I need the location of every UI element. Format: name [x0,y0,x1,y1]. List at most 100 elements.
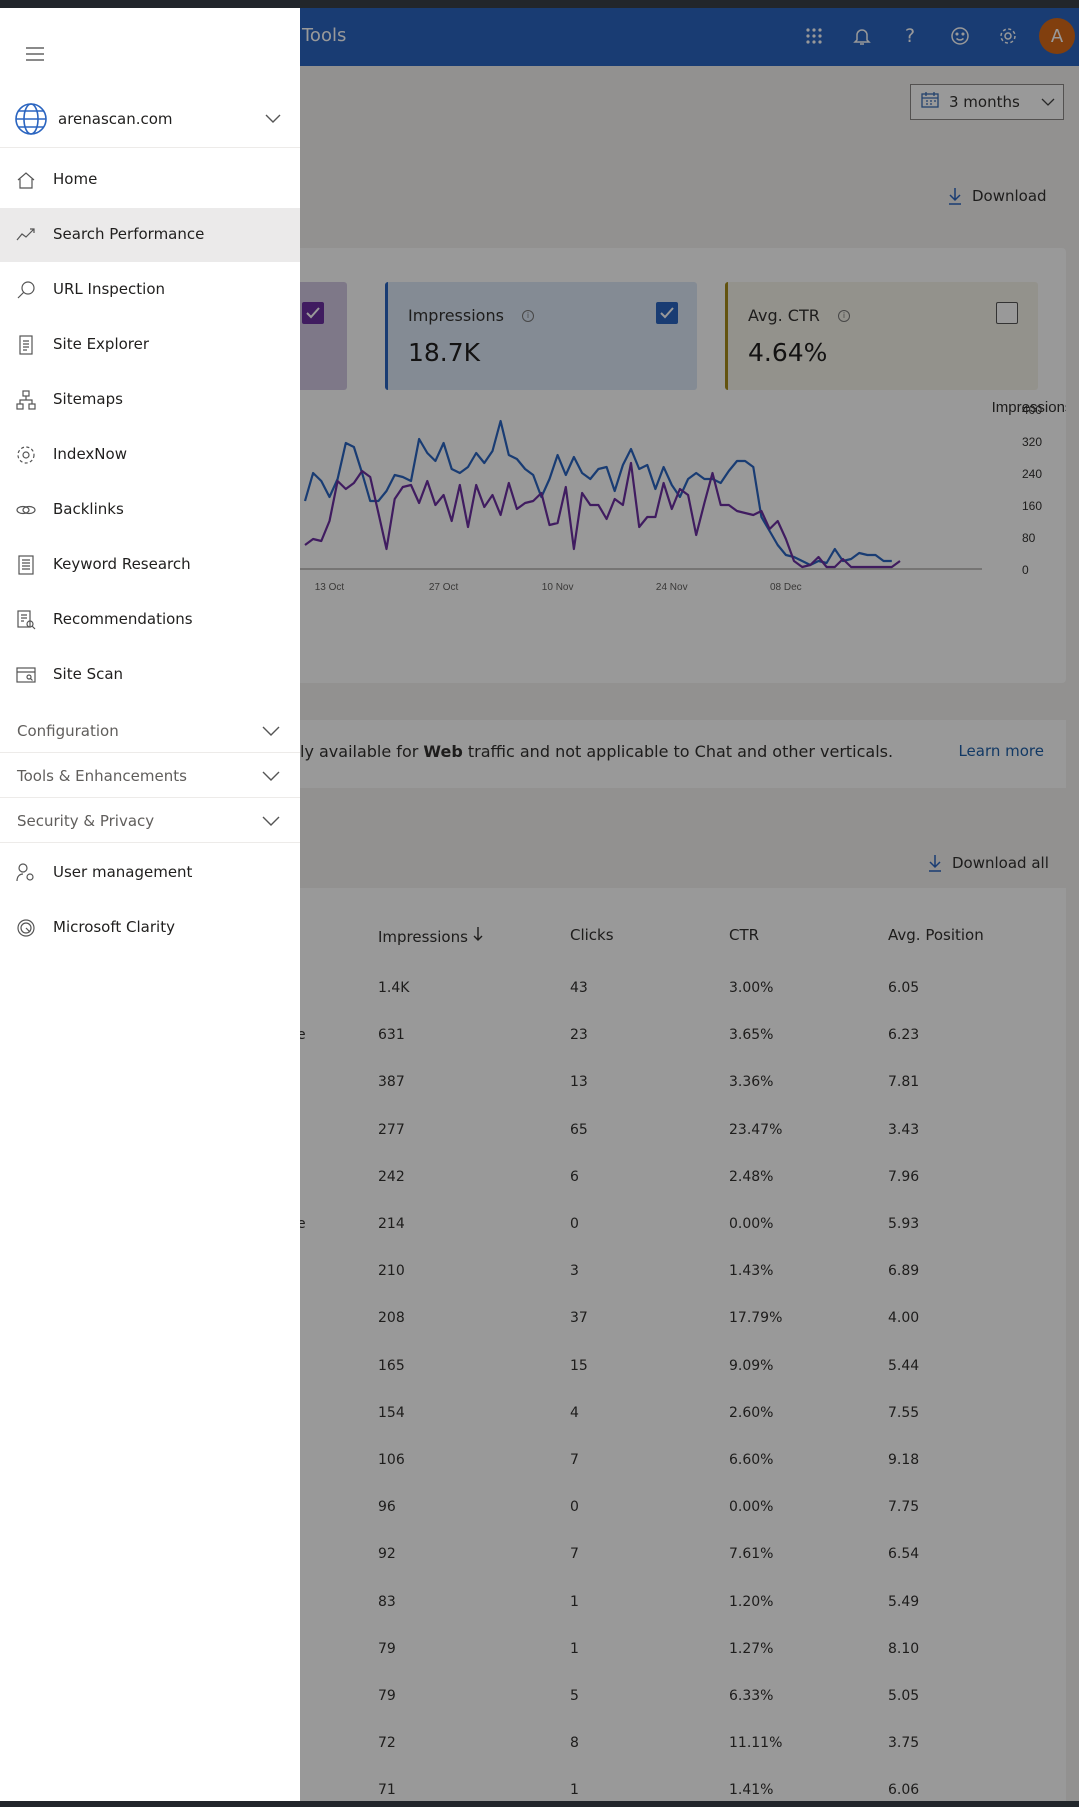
table-cell: 106 [378,1452,405,1468]
table-cell: 8 [570,1735,579,1752]
table-cell: 4.00 [888,1310,920,1327]
table-cell: 214 [378,1216,405,1232]
series-line-1 [304,461,901,569]
table-cell: 154 [378,1404,405,1421]
table-cell: 3.43 [888,1121,920,1138]
table-cell: 79 [378,1640,396,1657]
table-cell: 71 [378,1782,396,1799]
table-cell: 6.54 [888,1546,920,1563]
download-all-button[interactable]: Download all [928,854,1049,872]
table-cell: 7.55 [888,1404,920,1421]
feedback-icon[interactable] [948,24,972,48]
impressions-metric-tile[interactable]: Impressions i 18.7K [385,282,697,390]
table-cell: 5 [570,1688,579,1704]
table-cell: 631 [378,1027,405,1044]
sidebar-item-recommendations[interactable]: Recommendations [0,593,300,647]
table-cell: 23 [570,1027,588,1044]
table-cell: 83 [378,1593,396,1610]
table-cell: 79 [378,1688,396,1704]
apps-icon[interactable] [802,24,826,48]
table-cell: 65 [570,1121,588,1138]
sidebar-section-tools-enhancements[interactable]: Tools & Enhancements [0,753,300,798]
avatar[interactable]: A [1039,18,1075,54]
learn-more-link[interactable]: Learn more [958,742,1044,760]
table-cell: 210 [378,1263,405,1280]
chevron-down-icon [262,722,280,741]
table-cell: 1 [570,1640,579,1657]
table-cell: 3 [570,1263,579,1280]
home-icon [16,170,36,190]
impressions-checkbox[interactable] [656,302,678,324]
sidebar-item-label: Search Performance [53,225,205,243]
impressions-metric-value: 18.7K [408,338,481,367]
site-name: arenascan.com [58,110,173,128]
table-cell: 2.60% [729,1404,774,1421]
table-cell: 0 [570,1499,579,1516]
table-cell: 5.49 [888,1593,920,1610]
sidebar-section-security-privacy[interactable]: Security & Privacy [0,798,300,843]
y-tick-label: 80 [1022,531,1036,545]
clicks-checkbox[interactable] [302,302,324,324]
gear-icon[interactable] [996,24,1020,48]
table-cell: 1.20% [729,1593,774,1610]
sidebar-item-label: Site Scan [53,665,124,683]
search-icon [16,280,36,300]
download-label: Download [972,187,1047,205]
bell-icon[interactable] [850,24,874,48]
sidebar-item-site-explorer[interactable]: Site Explorer [0,318,300,372]
table-cell: 15 [570,1357,588,1374]
column-header-avg-position[interactable]: Avg. Position [888,926,984,944]
sidebar-section-label: Configuration [17,722,119,740]
sidebar-item-sitemaps[interactable]: Sitemaps [0,373,300,427]
table-cell: 92 [378,1546,396,1563]
query-fragment: e [297,1027,306,1044]
site-selector[interactable]: arenascan.com [0,88,300,148]
sidebar-item-user-management[interactable]: User management [0,846,300,900]
ctr-metric-tile[interactable]: Avg. CTR i 4.64% [725,282,1038,390]
sidebar-section-configuration[interactable]: Configuration [0,708,300,753]
query-fragment: e [297,1216,306,1232]
x-tick-label: 13 Oct [315,582,345,593]
help-icon[interactable]: ? [904,25,916,47]
top-strip [0,0,1079,8]
table-cell: 1 [570,1782,579,1799]
sidebar-item-label: Home [53,170,98,188]
download-button[interactable]: Download [948,187,1047,205]
table-cell: 1.43% [729,1263,774,1280]
column-header-ctr[interactable]: CTR [729,926,760,944]
sidebar-item-url-inspection[interactable]: URL Inspection [0,263,300,317]
column-header-impressions[interactable]: Impressions [378,926,483,946]
chevron-down-icon [265,114,281,123]
sidebar-item-label: Backlinks [53,500,124,518]
table-cell: 6.23 [888,1027,920,1044]
sidebar-item-site-scan[interactable]: Site Scan [0,648,300,702]
download-icon [949,188,961,205]
ctr-checkbox[interactable] [996,302,1018,324]
column-header-clicks[interactable]: Clicks [570,926,614,944]
hamburger-menu-icon[interactable] [25,46,45,65]
info-icon: i [522,310,534,322]
date-range-dropdown[interactable]: 3 months [910,84,1064,120]
globe-icon [15,103,47,135]
table-cell: 6.06 [888,1782,920,1799]
table-cell: 6.33% [729,1688,774,1704]
table-cell: 165 [378,1357,405,1374]
y-tick-label: 240 [1022,467,1042,481]
sidebar-item-backlinks[interactable]: Backlinks [0,483,300,537]
x-tick-label: 08 Dec [770,582,802,593]
sidebar-item-home[interactable]: Home [0,153,300,207]
sidebar-section-label: Tools & Enhancements [17,767,187,785]
queries-table [292,888,1066,1801]
calendar-icon [921,92,939,112]
sidebar-item-label: IndexNow [53,445,127,463]
y-tick-label: 0 [1022,563,1029,577]
sidebar-item-keyword-research[interactable]: Keyword Research [0,538,300,592]
sidebar-item-search-performance[interactable]: Search Performance [0,208,300,262]
sidebar-item-microsoft-clarity[interactable]: Microsoft Clarity [0,901,300,955]
modal-overlay[interactable] [300,8,1079,1801]
table-cell: 6.05 [888,980,920,996]
table-cell: 3.65% [729,1027,774,1044]
sidebar-item-indexnow[interactable]: IndexNow [0,428,300,482]
sidebar-item-label: Keyword Research [53,555,191,573]
table-cell: 4 [570,1404,579,1421]
